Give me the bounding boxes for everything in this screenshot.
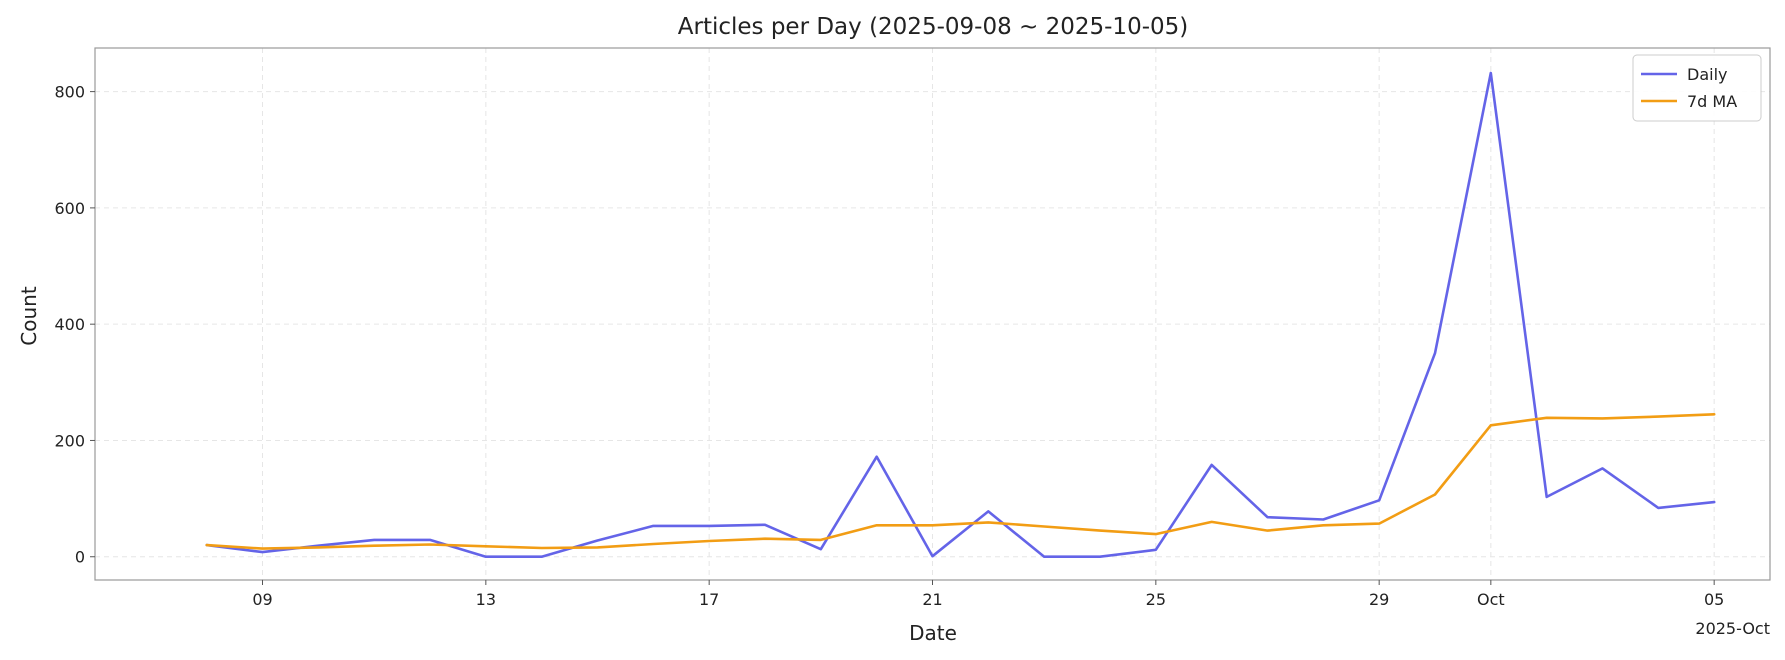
y-axis-ticks: 0 200 400 600 800 [54, 83, 95, 567]
x-tick-label: Oct [1477, 590, 1505, 609]
y-tick-label: 800 [54, 83, 85, 102]
x-tick-label: 25 [1146, 590, 1166, 609]
y-tick-label: 200 [54, 431, 85, 450]
grid [95, 48, 1770, 580]
legend-box [1632, 54, 1762, 122]
x-axis-label: Date [909, 621, 957, 645]
y-axis-label: Count [17, 286, 41, 346]
y-tick-label: 0 [75, 548, 85, 567]
series-line-7d-ma [205, 412, 1716, 550]
x-axis-ticks: 09 13 17 21 25 29 Oct 05 [252, 580, 1724, 609]
y-tick-label: 600 [54, 199, 85, 218]
x-offset-label: 2025-Oct [1695, 619, 1770, 638]
series-layer [205, 71, 1716, 559]
x-tick-label: 05 [1704, 590, 1724, 609]
x-tick-label: 09 [252, 590, 272, 609]
chart-title: Articles per Day (2025-09-08 ~ 2025-10-0… [678, 14, 1189, 40]
legend-label: 7d MA [1687, 92, 1737, 111]
x-tick-label: 29 [1369, 590, 1389, 609]
legend-label: Daily [1687, 65, 1727, 84]
legend: Daily 7d MA [1632, 54, 1762, 122]
x-tick-label: 17 [699, 590, 719, 609]
series-line-daily [205, 71, 1716, 559]
x-tick-label: 13 [476, 590, 496, 609]
y-tick-label: 400 [54, 315, 85, 334]
x-tick-label: 21 [922, 590, 942, 609]
